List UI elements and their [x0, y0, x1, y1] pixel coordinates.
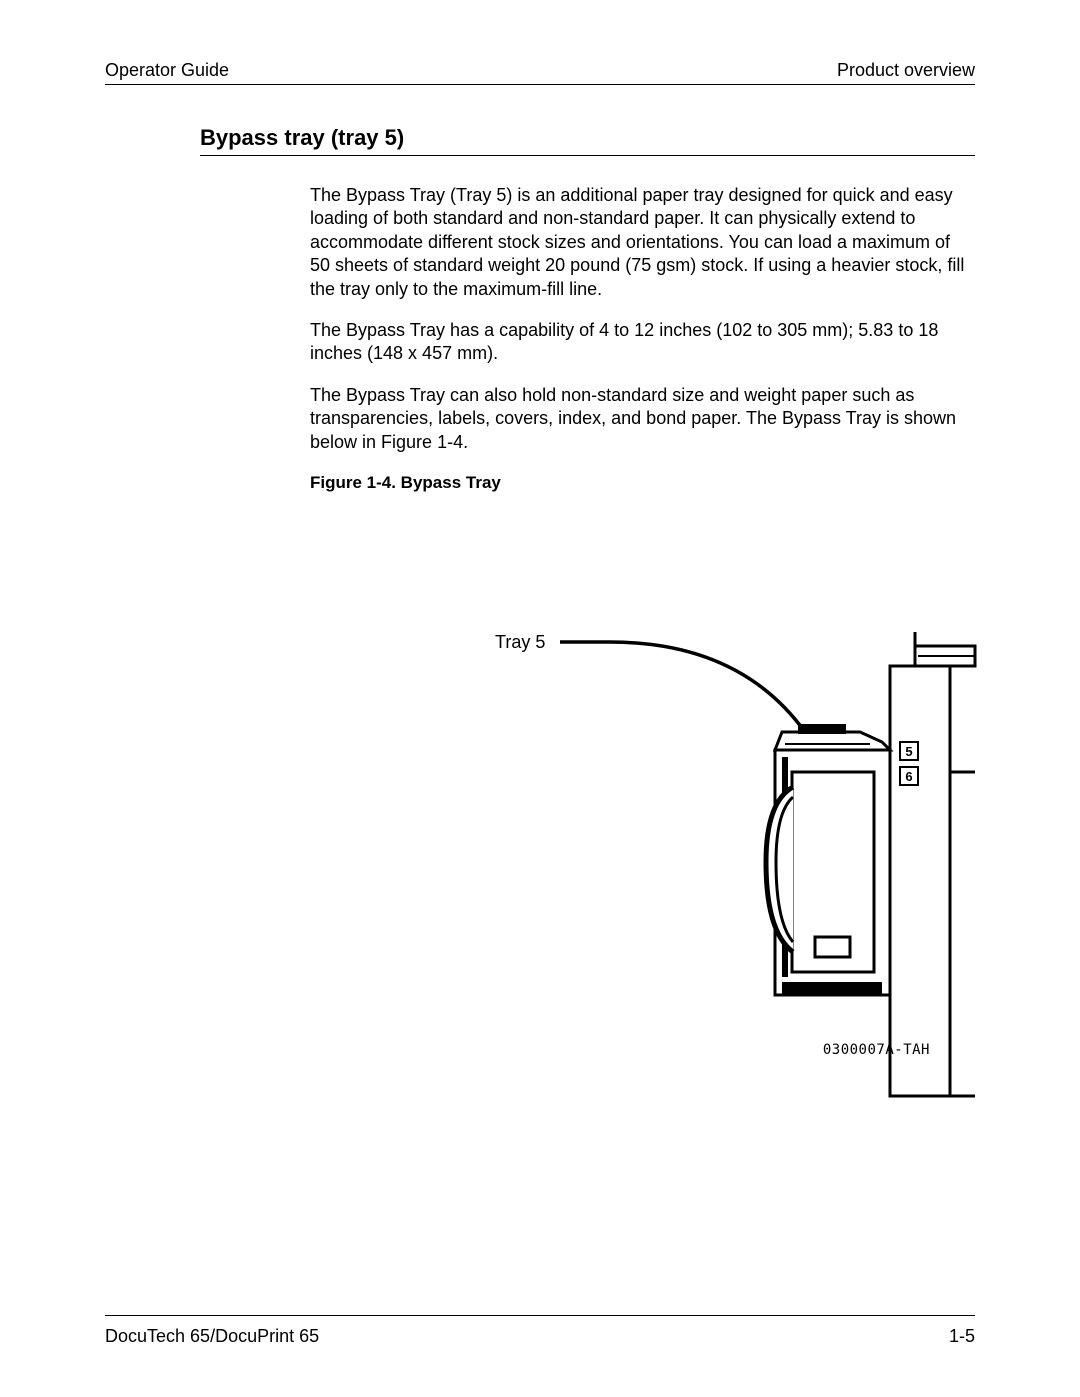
tray-callout-label: Tray 5: [495, 632, 545, 653]
figure-caption: Figure 1-4. Bypass Tray: [310, 472, 965, 494]
document-page: Operator Guide Product overview Bypass t…: [0, 0, 1080, 1397]
header-left: Operator Guide: [105, 60, 229, 81]
figure-area: Tray 5 5 6: [310, 552, 975, 1092]
svg-text:5: 5: [905, 744, 912, 759]
footer-left: DocuTech 65/DocuPrint 65: [105, 1326, 319, 1347]
svg-text:6: 6: [905, 769, 912, 784]
section-heading: Bypass tray (tray 5): [200, 125, 975, 156]
figure-image-id: 0300007A-TAH: [823, 1042, 930, 1058]
footer-right: 1-5: [949, 1326, 975, 1347]
page-footer: DocuTech 65/DocuPrint 65 1-5: [105, 1315, 975, 1347]
header-right: Product overview: [837, 60, 975, 81]
page-header: Operator Guide Product overview: [105, 60, 975, 85]
paragraph-3: The Bypass Tray can also hold non-standa…: [310, 384, 965, 454]
paragraph-2: The Bypass Tray has a capability of 4 to…: [310, 319, 965, 366]
bypass-tray-diagram: 5 6: [560, 632, 980, 1102]
body-text: The Bypass Tray (Tray 5) is an additiona…: [310, 184, 965, 512]
paragraph-1: The Bypass Tray (Tray 5) is an additiona…: [310, 184, 965, 301]
